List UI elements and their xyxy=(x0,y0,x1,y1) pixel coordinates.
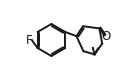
Text: F: F xyxy=(26,34,33,46)
Text: O: O xyxy=(101,30,110,43)
